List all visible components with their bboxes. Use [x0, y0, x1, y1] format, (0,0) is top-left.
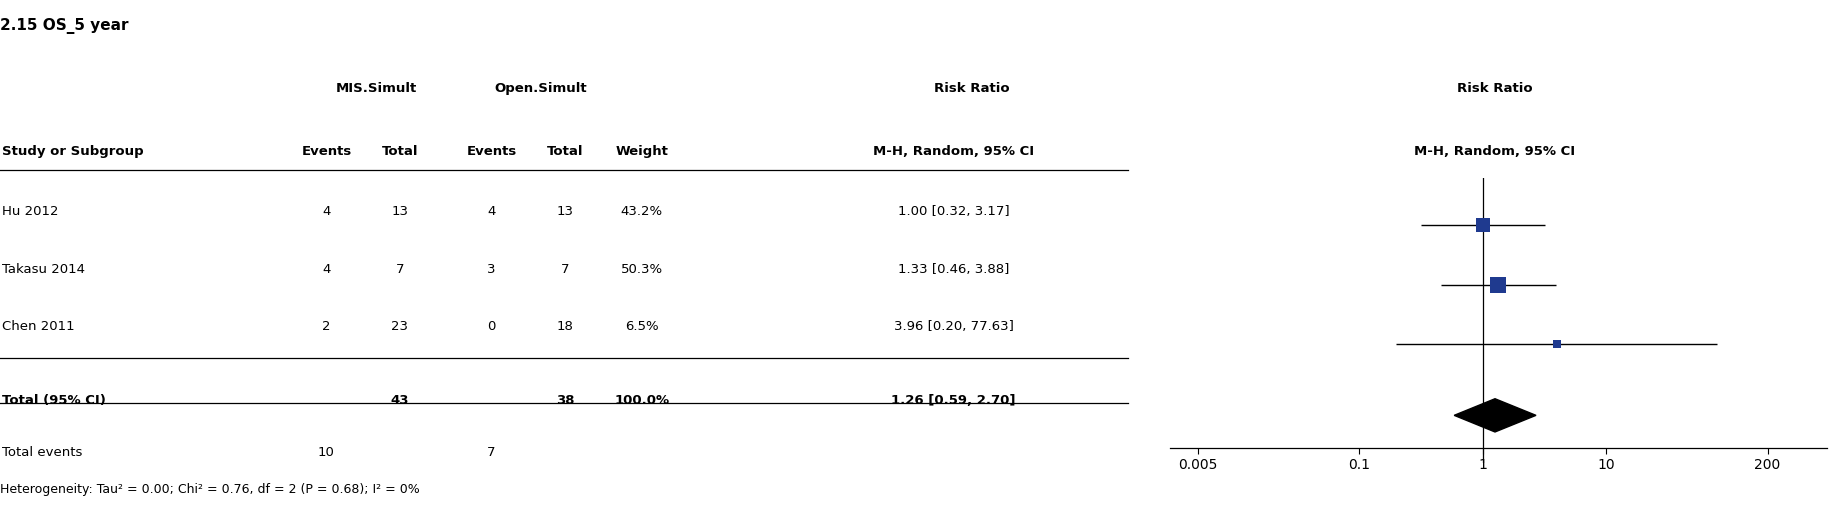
- Text: 1.00 [0.32, 3.17]: 1.00 [0.32, 3.17]: [899, 206, 1009, 218]
- Text: Hu 2012: Hu 2012: [2, 206, 59, 218]
- Text: 4: 4: [323, 263, 330, 276]
- Text: 0: 0: [488, 321, 495, 333]
- Text: 38: 38: [556, 394, 574, 406]
- Text: 43.2%: 43.2%: [622, 206, 662, 218]
- Text: 100.0%: 100.0%: [614, 394, 669, 406]
- Text: 1.33 [0.46, 3.88]: 1.33 [0.46, 3.88]: [899, 263, 1009, 276]
- Text: 43: 43: [391, 394, 409, 406]
- Text: 7: 7: [488, 446, 495, 459]
- Text: Chen 2011: Chen 2011: [2, 321, 75, 333]
- Text: 6.5%: 6.5%: [625, 321, 658, 333]
- Text: 13: 13: [556, 206, 574, 218]
- Text: 3: 3: [488, 263, 495, 276]
- Text: 18: 18: [556, 321, 574, 333]
- Text: M-H, Random, 95% CI: M-H, Random, 95% CI: [873, 145, 1034, 158]
- Polygon shape: [1454, 399, 1537, 432]
- Text: Total: Total: [547, 145, 583, 158]
- Text: Total (95% CI): Total (95% CI): [2, 394, 106, 406]
- Text: 7: 7: [561, 263, 569, 276]
- Text: Heterogeneity: Tau² = 0.00; Chi² = 0.76, df = 2 (P = 0.68); I² = 0%: Heterogeneity: Tau² = 0.00; Chi² = 0.76,…: [0, 483, 420, 495]
- Text: 50.3%: 50.3%: [622, 263, 662, 276]
- Text: Total events: Total events: [2, 446, 83, 459]
- Text: Takasu 2014: Takasu 2014: [2, 263, 84, 276]
- Text: 23: 23: [391, 321, 409, 333]
- Text: 4: 4: [323, 206, 330, 218]
- Text: Risk Ratio: Risk Ratio: [934, 83, 1011, 95]
- Text: Study or Subgroup: Study or Subgroup: [2, 145, 143, 158]
- Text: 13: 13: [391, 206, 409, 218]
- Text: Risk Ratio: Risk Ratio: [1456, 83, 1533, 95]
- Text: Events: Events: [466, 145, 517, 158]
- Text: 2.15 OS_5 year: 2.15 OS_5 year: [0, 18, 128, 34]
- Text: MIS.Simult: MIS.Simult: [336, 83, 416, 95]
- Text: 3.96 [0.20, 77.63]: 3.96 [0.20, 77.63]: [893, 321, 1014, 333]
- Text: 7: 7: [396, 263, 403, 276]
- Text: M-H, Random, 95% CI: M-H, Random, 95% CI: [1414, 145, 1575, 158]
- Text: 10: 10: [317, 446, 336, 459]
- Text: Weight: Weight: [616, 145, 668, 158]
- Text: 4: 4: [488, 206, 495, 218]
- Text: 2: 2: [323, 321, 330, 333]
- Text: Total: Total: [381, 145, 418, 158]
- Text: Events: Events: [301, 145, 352, 158]
- Text: Open.Simult: Open.Simult: [495, 83, 587, 95]
- Text: 1.26 [0.59, 2.70]: 1.26 [0.59, 2.70]: [891, 394, 1016, 406]
